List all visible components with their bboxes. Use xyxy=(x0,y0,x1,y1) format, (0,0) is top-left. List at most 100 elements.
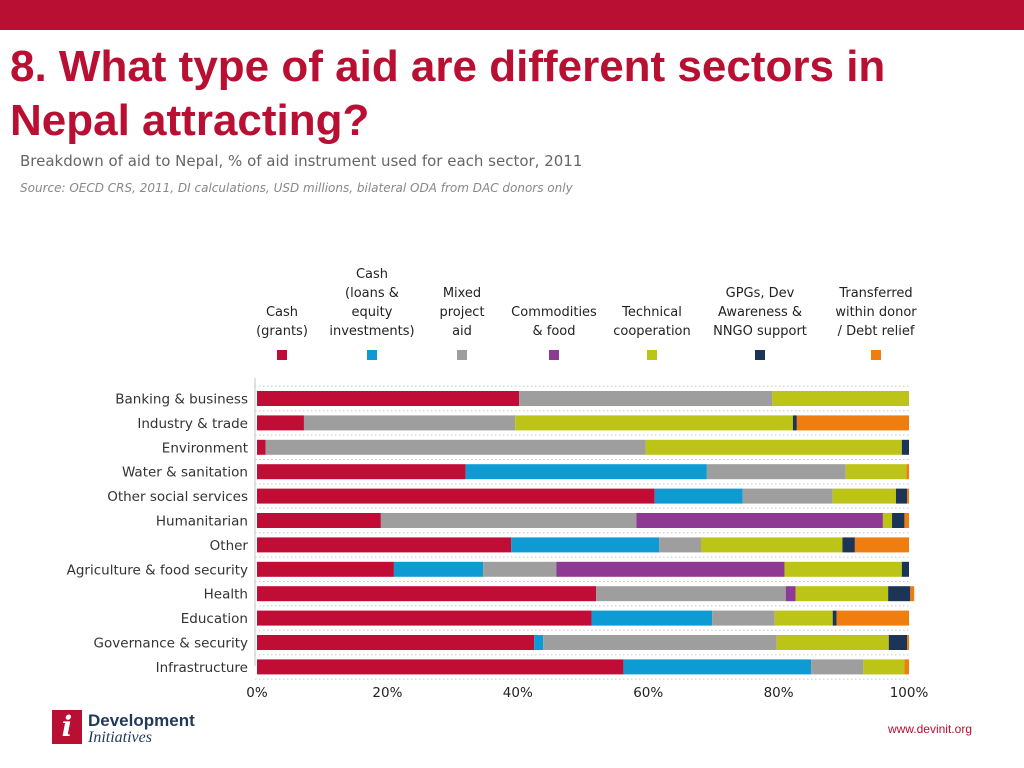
legend-label-line: Commodities xyxy=(511,305,597,320)
bar-segment xyxy=(534,635,544,650)
bar-segment xyxy=(845,464,907,480)
category-label: Agriculture & food security xyxy=(67,562,248,578)
legend-label-line: Technical xyxy=(621,305,682,320)
bar-segment xyxy=(257,415,304,431)
category-label: Banking & business xyxy=(115,392,248,408)
category-label: Governance & security xyxy=(94,636,248,652)
legend-label-line: (grants) xyxy=(256,324,308,339)
logo-text-development: Development xyxy=(88,711,195,730)
bar-segment xyxy=(257,659,624,675)
legend-swatch xyxy=(457,350,467,360)
legend-label-line: project xyxy=(439,305,484,320)
legend-swatch xyxy=(871,350,881,360)
x-tick-label: 20% xyxy=(372,685,402,701)
bar-segment xyxy=(393,561,484,577)
bar-segment xyxy=(265,439,646,455)
bar-segment xyxy=(636,513,883,528)
bar-segment xyxy=(706,464,846,480)
bar-segment xyxy=(910,586,915,602)
bar-segment xyxy=(519,391,773,406)
header-bar xyxy=(0,0,1024,30)
category-label: Infrastructure xyxy=(156,660,248,676)
bar-segment xyxy=(895,488,908,504)
legend-label-line: Awareness & xyxy=(718,305,802,320)
bar-segment xyxy=(776,635,889,650)
x-tick-label: 40% xyxy=(503,685,533,701)
bar-segment xyxy=(772,391,909,406)
legend-label: GPGs, Dev Awareness & NNGO support xyxy=(713,286,807,339)
development-initiatives-logo-icon: i xyxy=(52,710,82,744)
legend-label: Mixed project aid xyxy=(439,286,484,339)
legend-label-line: Cash xyxy=(356,267,388,282)
x-tick-label: 80% xyxy=(764,685,794,701)
x-tick-label: 60% xyxy=(633,685,663,701)
legend-swatch xyxy=(277,350,287,360)
website-link[interactable]: www.devinit.org xyxy=(887,722,972,736)
bar-segment xyxy=(257,464,466,480)
bar-segment xyxy=(832,610,837,626)
bar-segment xyxy=(654,488,743,504)
bar-segment xyxy=(645,439,902,455)
bar-segment xyxy=(811,659,864,675)
category-label: Water & sanitation xyxy=(122,465,248,481)
bar-segment xyxy=(785,586,796,602)
bar-segment xyxy=(483,561,557,577)
legend-label-line: Transferred xyxy=(838,286,912,301)
bar-segment xyxy=(257,561,394,577)
bar-segment xyxy=(907,488,909,504)
bar-segment xyxy=(257,391,520,406)
bar-segment xyxy=(784,561,902,577)
bar-segment xyxy=(543,635,777,650)
bar-segment xyxy=(257,635,535,650)
bar-segment xyxy=(515,415,793,431)
x-tick-label: 100% xyxy=(890,685,929,701)
bar-segment xyxy=(774,610,833,626)
legend-label-line: NNGO support xyxy=(713,324,807,339)
legend-label-line: (loans & xyxy=(345,286,399,301)
bar-segment xyxy=(904,659,909,675)
bar-segment xyxy=(257,439,266,455)
bar-segment xyxy=(257,610,592,626)
bar-segment xyxy=(854,537,909,553)
legend-label-line: Cash xyxy=(266,305,298,320)
bar-segment xyxy=(906,464,909,480)
bar-segment xyxy=(742,488,833,504)
bar-segment xyxy=(901,561,909,577)
legend-label: Cash (loans & equity investments) xyxy=(329,267,414,339)
legend-label-line: within donor xyxy=(835,305,917,320)
bar-segment xyxy=(596,586,786,602)
bar-segment xyxy=(842,537,855,553)
bar-segment xyxy=(832,488,896,504)
legend-label-line: & food xyxy=(532,324,575,339)
bar-segment xyxy=(792,415,797,431)
bar-segment xyxy=(701,537,843,553)
legend-label-line: aid xyxy=(452,324,472,339)
bar-segment xyxy=(257,488,655,504)
bar-segment xyxy=(836,610,909,626)
category-label: Other social services xyxy=(107,489,248,505)
bar-segment xyxy=(465,464,707,480)
bar-segment xyxy=(888,586,911,602)
bar-segment xyxy=(257,513,381,528)
bar-segment xyxy=(892,513,905,528)
bar-segment xyxy=(257,537,512,553)
legend-swatch xyxy=(549,350,559,360)
bar-segment xyxy=(257,586,597,602)
category-label: Education xyxy=(181,611,248,627)
bar-segment xyxy=(882,513,893,528)
bar-segment xyxy=(380,513,637,528)
bar-segment xyxy=(901,439,909,455)
bar-segment xyxy=(659,537,702,553)
category-label: Humanitarian xyxy=(156,514,248,530)
legend-label: Technical cooperation xyxy=(613,305,691,339)
logo-text-initiatives: Initiatives xyxy=(88,729,152,746)
category-label: Industry & trade xyxy=(137,416,248,432)
bar-segment xyxy=(303,415,516,431)
chart-subtitle: Breakdown of aid to Nepal, % of aid inst… xyxy=(20,152,583,170)
legend-label-line: equity xyxy=(352,305,393,320)
legend-label-line: / Debt relief xyxy=(838,324,915,339)
bar-segment xyxy=(796,415,909,431)
page-title: 8. What type of aid are different sector… xyxy=(10,42,886,145)
category-label: Other xyxy=(210,538,249,554)
legend-swatch xyxy=(755,350,765,360)
